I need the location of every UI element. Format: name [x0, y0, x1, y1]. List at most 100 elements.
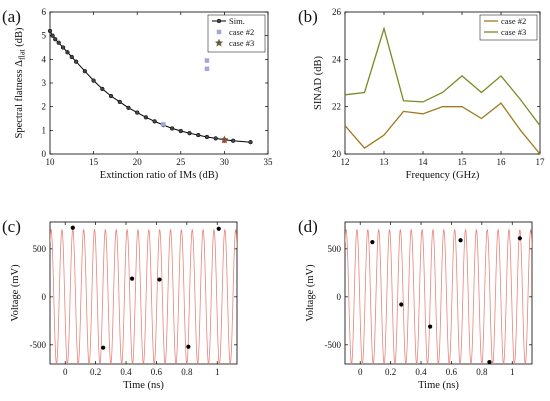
x-axis-label: Time (ns) [418, 380, 459, 391]
sample-point [428, 324, 433, 329]
x-tick-label: 0 [63, 367, 68, 377]
panel-c: 0 0.2 0.4 0.6 0.8 1 -500 0 500 Time (ns) (c) Voltag… [2, 217, 238, 391]
x-tick-label: 35 [264, 157, 274, 167]
y-axis-label: SINAD (dB) [313, 56, 324, 110]
plot-frame [344, 11, 541, 155]
legend-label-case3: case #3 [501, 27, 526, 37]
sim-point [82, 69, 88, 74]
sim-point [187, 131, 192, 136]
x-tick-label: 0.4 [415, 367, 427, 377]
y-axis-label-main: Voltage (mV) [305, 264, 316, 322]
y-tick-label: -500 [30, 340, 47, 350]
panel-d: 0 0.2 0.4 0.6 0.8 1 -500 0 500 Time (ns) (d) Voltag… [298, 217, 533, 391]
x-tick-label: 10 [46, 157, 56, 167]
sim-point [196, 132, 201, 138]
legend-marker-sim [216, 18, 222, 24]
y-tick-label: 0 [42, 292, 47, 302]
sim-point [100, 86, 105, 92]
y-axis-label-main: SINAD (dB) [313, 56, 324, 110]
sample-point [101, 345, 106, 350]
sim-point [47, 28, 53, 34]
y-axis-label: Voltage (mV) [10, 264, 21, 322]
sim-point [143, 115, 149, 120]
sim-point [117, 99, 122, 105]
y-tick-label: 4 [42, 54, 47, 64]
series-line-case2 [344, 102, 541, 155]
sim-point [135, 110, 140, 115]
sample-point [399, 302, 404, 307]
sim-point [50, 33, 55, 38]
sample-point [458, 238, 463, 243]
x-tick-label: 0.8 [181, 367, 193, 377]
sim-point [213, 136, 218, 141]
panel-label: (d) [298, 217, 318, 236]
y-axis-label-sub: flat [18, 49, 27, 60]
x-tick-label: 1 [510, 367, 515, 377]
x-tick-label: 14 [419, 157, 429, 167]
y-tick-label: 6 [42, 7, 47, 17]
legend-label-sim: Sim. [229, 16, 245, 26]
y-tick-label: -500 [325, 340, 342, 350]
sim-point [69, 54, 74, 60]
sample-point [186, 344, 191, 349]
panel-label: (a) [2, 7, 21, 26]
legend-marker-case3 [214, 38, 224, 47]
y-tick-label: 1 [42, 125, 47, 135]
x-tick-label: 0.2 [90, 367, 101, 377]
y-axis-label-main: Spectral flatness Δ [14, 60, 25, 139]
legend-label-case2: case #2 [501, 16, 526, 26]
panel-label: (b) [298, 7, 318, 26]
x-tick-label: 20 [133, 157, 143, 167]
sim-point [65, 50, 70, 55]
y-axis-label-main: Voltage (mV) [10, 264, 21, 322]
sim-point [178, 128, 183, 134]
x-tick-label: 0.8 [476, 367, 488, 377]
x-tick-label: 25 [176, 157, 186, 167]
x-tick-label: 17 [536, 157, 546, 167]
legend-label-case2: case #2 [229, 27, 254, 37]
y-tick-label: 2 [42, 102, 47, 112]
sine-waveform [50, 228, 237, 364]
y-tick-label: 0 [337, 292, 342, 302]
case3-overlay-point [222, 139, 227, 143]
x-tick-label: 0 [358, 367, 363, 377]
x-tick-label: 16 [497, 157, 507, 167]
x-axis-label: Time (ns) [123, 380, 164, 391]
sim-point [248, 140, 253, 145]
plot-frame [49, 221, 238, 365]
series-line-case3 [344, 26, 541, 126]
sample-point [517, 236, 522, 241]
y-axis-label: Spectral flatness Δflat (dB) [14, 27, 27, 139]
case2-point [204, 58, 210, 63]
x-tick-label: 15 [89, 157, 99, 167]
y-tick-label: 20 [332, 149, 342, 159]
x-tick-label: 15 [458, 157, 468, 167]
legend-label-case3: case #3 [229, 38, 254, 48]
y-tick-label: 0 [42, 149, 47, 159]
panel-a: 10 15 20 25 30 35 0 1 2 3 4 5 6 Extinction ratio of I… [2, 7, 273, 181]
sample-point [216, 226, 221, 231]
sim-point [56, 40, 61, 45]
sample-point [129, 276, 135, 281]
x-tick-label: 0.2 [385, 367, 396, 377]
x-axis-label: Extinction ratio of IMs (dB) [100, 170, 219, 181]
sim-point [230, 138, 236, 143]
sample-point [370, 240, 375, 245]
x-axis-label: Frequency (GHz) [406, 170, 480, 181]
y-tick-label: 26 [332, 7, 342, 17]
x-tick-label: 30 [220, 157, 230, 167]
y-tick-label: 3 [42, 78, 47, 88]
sim-point [152, 119, 157, 124]
sine-waveform [345, 228, 532, 364]
y-tick-label: 500 [33, 244, 47, 254]
sim-point [53, 37, 58, 42]
sim-point [74, 59, 79, 64]
x-tick-label: 0.6 [446, 367, 458, 377]
sample-point [70, 225, 75, 230]
x-tick-label: 12 [341, 157, 350, 167]
x-tick-label: 0.6 [151, 367, 163, 377]
case2-point [161, 122, 166, 127]
x-tick-label: 1 [215, 367, 220, 377]
legend-box [479, 14, 538, 41]
